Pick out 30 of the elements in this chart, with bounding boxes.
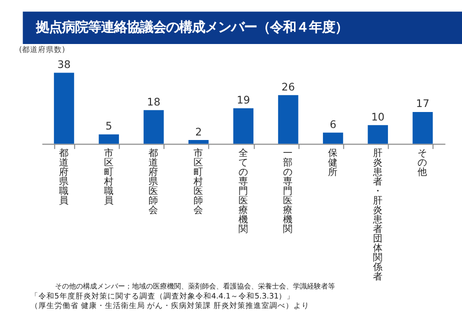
bar (98, 134, 119, 144)
data-label: 10 (371, 111, 385, 124)
category-label: 全ての専門医療機関 (238, 148, 248, 236)
text: 「令和5年度肝炎対策に関する調査（調査対象令和4.4.1～令和5.3.31）」（厚生労働省 健康・生活衛生局 がん・疾病対策課 肝炎対策推進室調べ）より (30, 292, 310, 310)
bar (278, 95, 298, 144)
data-label: 38 (57, 58, 71, 71)
data-label: 26 (282, 81, 295, 94)
y-axis-title: (都道府県数) (19, 44, 65, 54)
chart-title: 拠点病院等連絡協議会の構成メンバー（令和４年度） (35, 20, 348, 36)
bar (188, 140, 209, 144)
category-label: 一部の専門医療機関 (283, 148, 294, 236)
bar (322, 132, 344, 144)
x-tick-label: その他 (418, 148, 428, 178)
x-tick-label: 市区町村職員 (102, 147, 114, 207)
x-tick-label: 都道府県医師会 (148, 147, 159, 216)
data-label: 19 (236, 94, 250, 106)
bar (54, 72, 74, 144)
data-label: 17 (416, 98, 430, 110)
bar (412, 112, 433, 144)
category-label: 肝炎患者・肝炎患者団体関係者 (372, 148, 383, 283)
bar (368, 125, 388, 144)
data-label: 5 (106, 120, 112, 133)
x-tick-label: 市区町村医師会 (192, 147, 204, 216)
bar (144, 110, 164, 144)
data-label: 2 (195, 126, 202, 138)
data-label: 18 (147, 96, 160, 108)
bar (233, 108, 254, 144)
x-tick-label: 保健所 (328, 148, 338, 178)
x-tick-label: 都道府県職員 (59, 147, 70, 207)
data-label: 6 (330, 118, 336, 131)
